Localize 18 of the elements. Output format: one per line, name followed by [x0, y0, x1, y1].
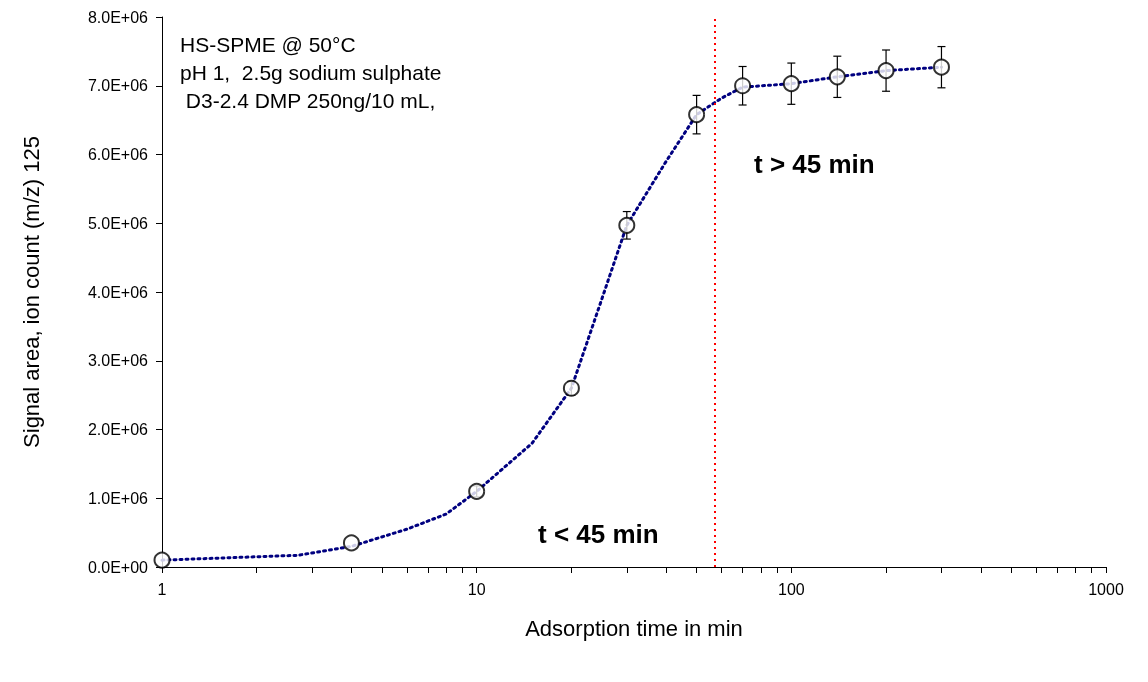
y-tick-label: 5.0E+06 — [87, 214, 149, 232]
annotation: t > 45 min — [754, 149, 875, 179]
y-tick-label: 3.0E+06 — [87, 352, 149, 370]
annotation: HS-SPME @ 50°C pH 1, 2.5g sodium sulphate D3-2.4 DMP 250ng/10 mL, — [180, 32, 442, 112]
x-tick-label: 100 — [777, 580, 805, 598]
y-tick-label: 4.0E+06 — [87, 283, 149, 301]
y-tick-label: 1.0E+06 — [87, 489, 149, 507]
x-tick-label: 1000 — [1088, 580, 1124, 598]
y-tick-label: 7.0E+06 — [87, 77, 149, 95]
x-axis-title: Adsorption time in min — [525, 615, 743, 641]
annotation: t < 45 min — [538, 519, 659, 549]
y-tick-label: 2.0E+06 — [87, 421, 149, 438]
y-tick-label: 0.0E+00 — [87, 558, 149, 576]
x-tick-label: 10 — [467, 580, 486, 598]
y-tick-label: 6.0E+06 — [87, 146, 149, 163]
y-axis-title: Signal area, ion count (m/z) 125 — [18, 136, 44, 448]
y-tick-label: 8.0E+06 — [87, 8, 149, 26]
x-tick-label: 1 — [157, 580, 167, 598]
